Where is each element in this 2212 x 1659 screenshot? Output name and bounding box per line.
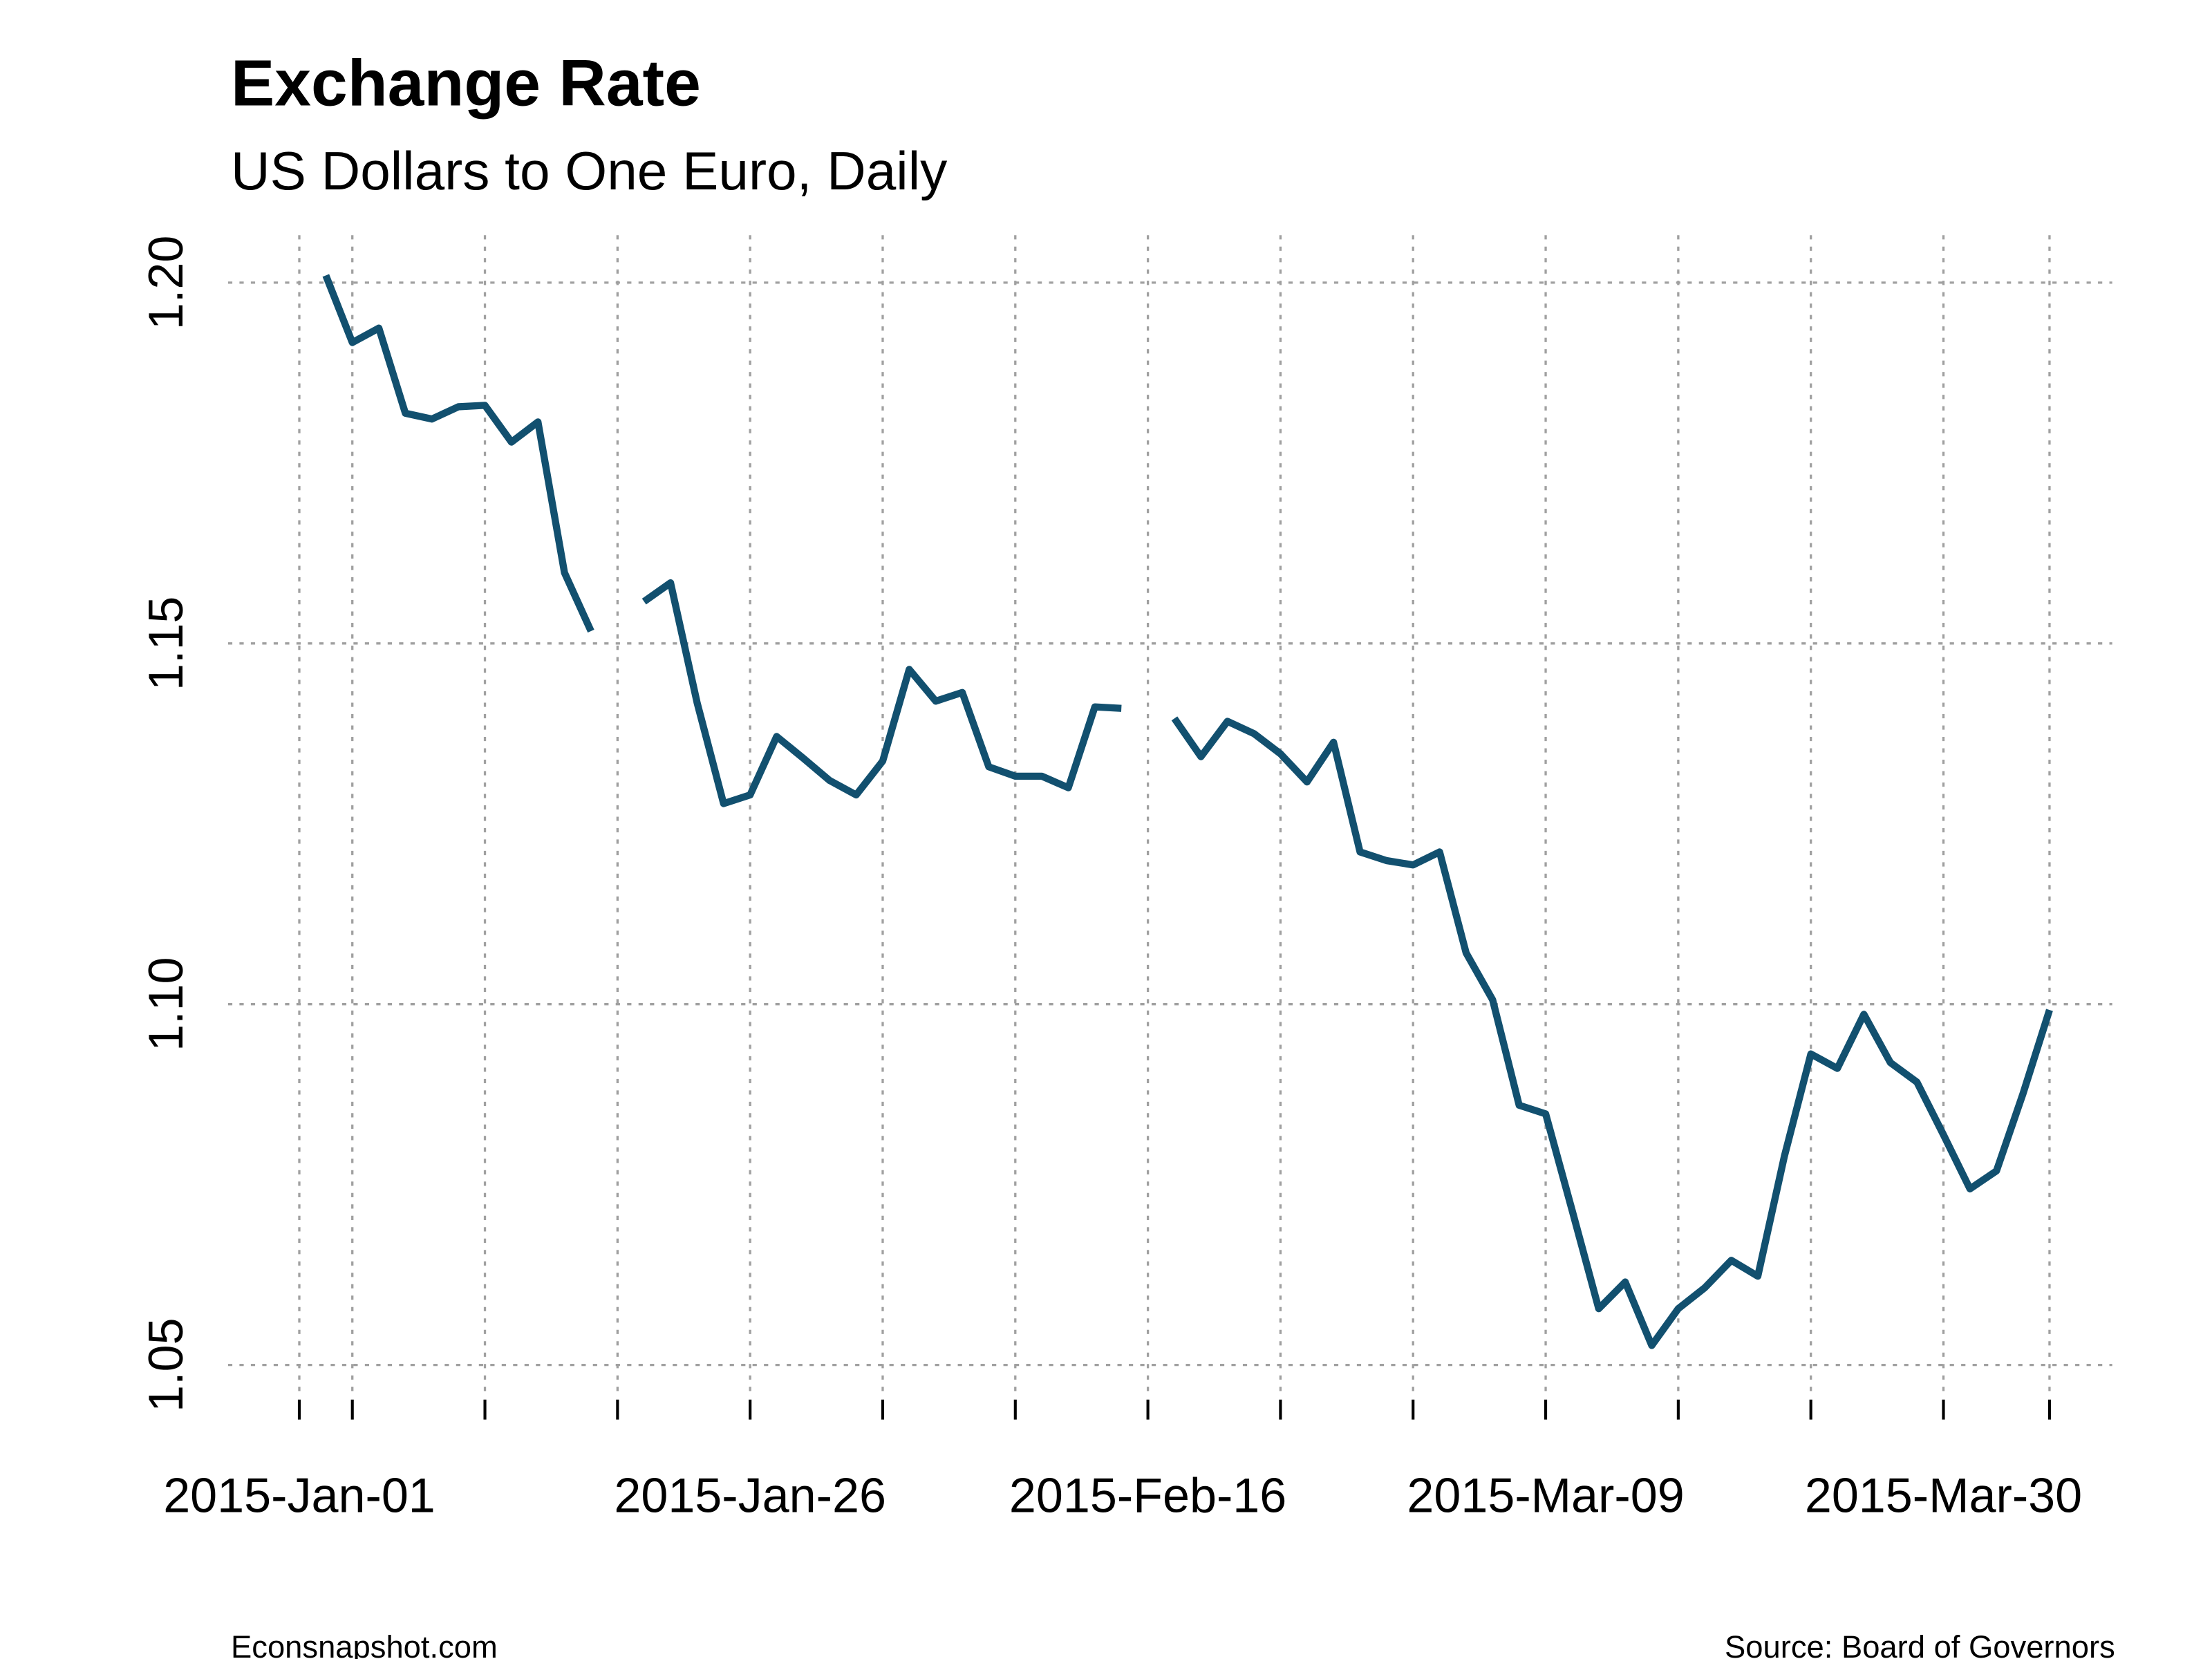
line-series xyxy=(1171,716,2053,1349)
y-tick-label: 1.05 xyxy=(139,1318,193,1412)
x-tick-label: 2015-Jan-26 xyxy=(614,1469,886,1523)
x-tick-label: 2015-Feb-16 xyxy=(1009,1469,1286,1523)
y-tick-label: 1.20 xyxy=(139,236,193,330)
x-tick-label: 2015-Mar-09 xyxy=(1407,1469,1684,1523)
chart-subtitle: US Dollars to One Euro, Daily xyxy=(231,140,948,201)
line-series xyxy=(322,274,594,633)
x-tick-label: 2015-Mar-30 xyxy=(1805,1469,2082,1523)
footer-right: Source: Board of Governors xyxy=(1725,1629,2115,1659)
y-tick-label: 1.15 xyxy=(139,597,193,691)
line-series xyxy=(641,579,1122,807)
footer-left: Econsnapshot.com xyxy=(231,1629,498,1659)
x-tick-label: 2015-Jan-01 xyxy=(163,1469,435,1523)
chart-title: Exchange Rate xyxy=(231,47,701,120)
y-tick-label: 1.10 xyxy=(139,957,193,1051)
